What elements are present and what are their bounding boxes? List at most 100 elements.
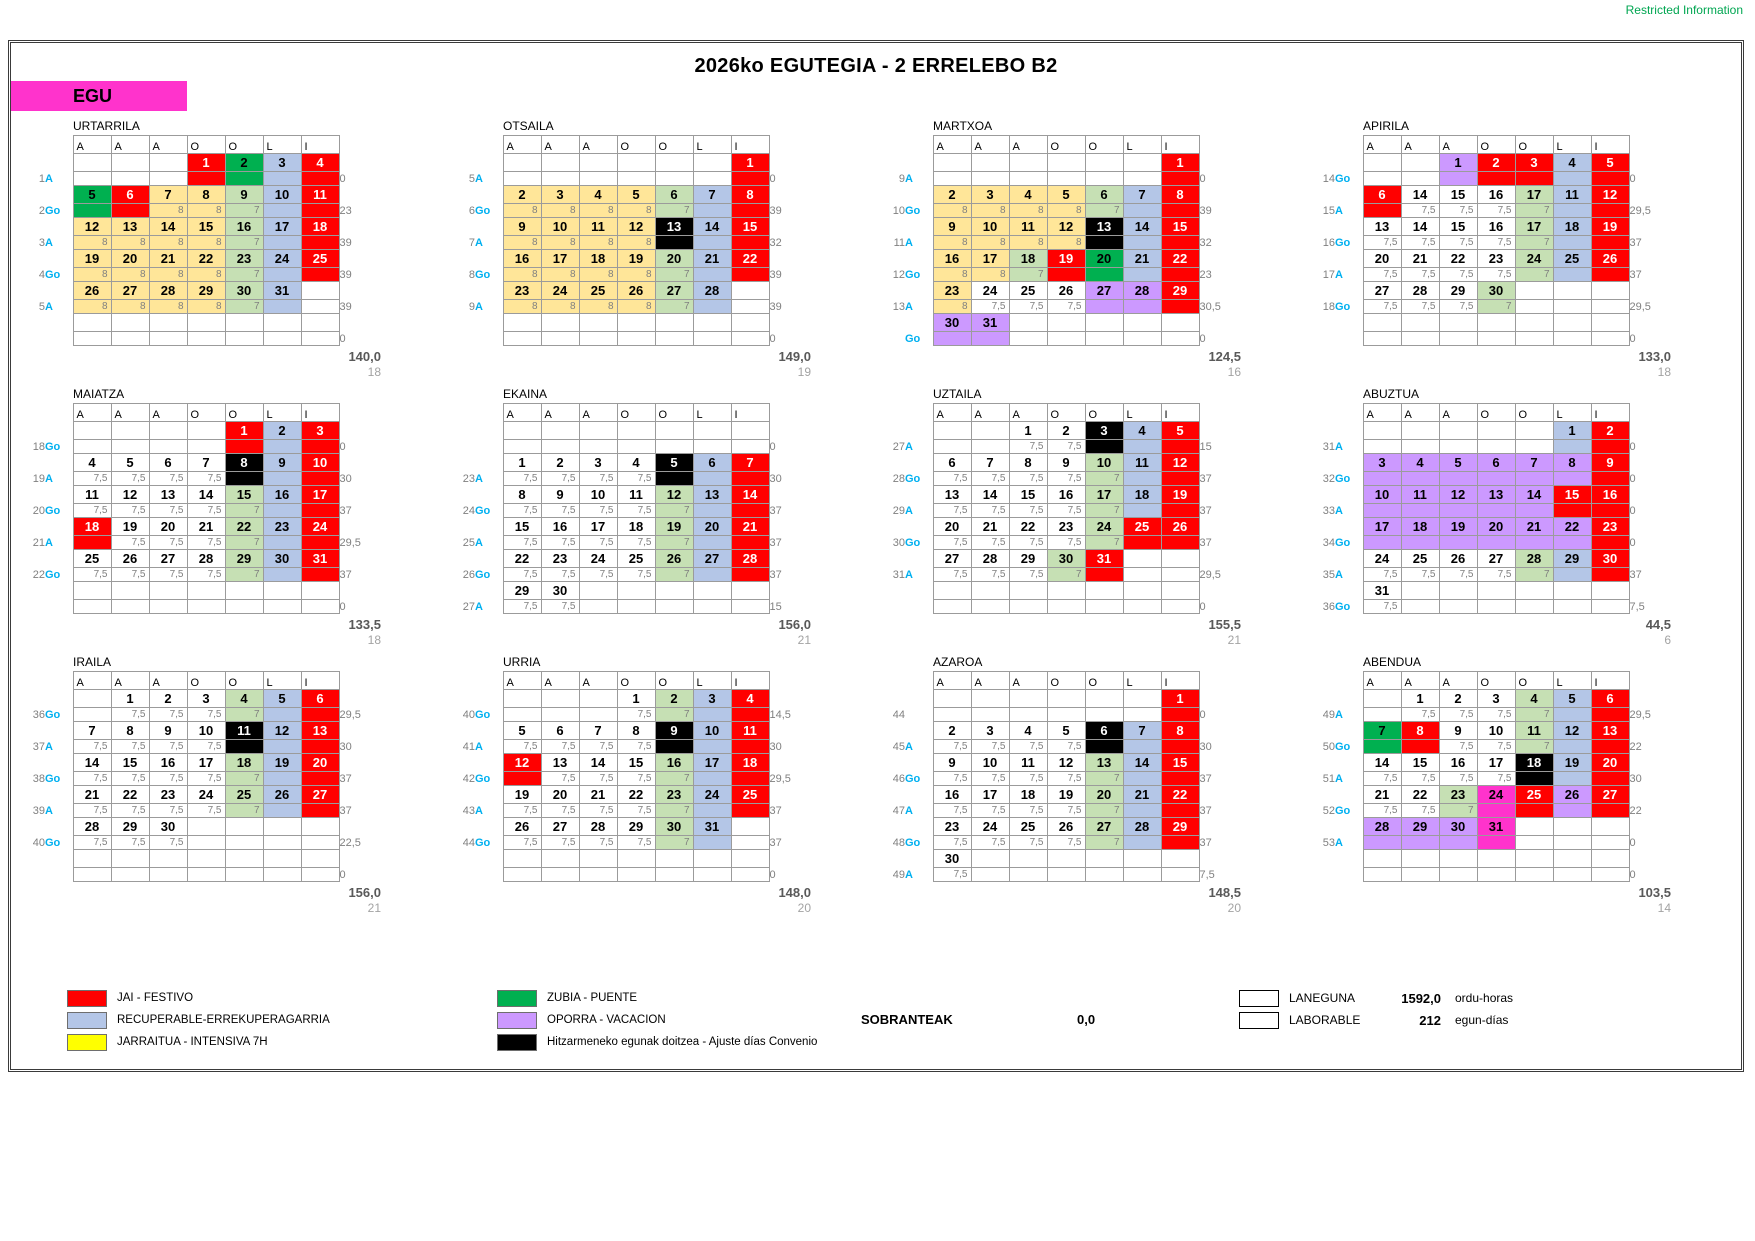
day-cell[interactable]: 6	[1590, 689, 1630, 708]
day-cell[interactable]: 27	[932, 549, 972, 568]
hours-cell[interactable]	[1552, 535, 1592, 550]
hours-cell[interactable]: 8	[110, 235, 150, 250]
day-cell[interactable]: 4	[1552, 153, 1592, 172]
hours-cell[interactable]	[1514, 803, 1554, 818]
hours-cell[interactable]	[186, 439, 226, 454]
day-cell[interactable]: 29	[1008, 549, 1048, 568]
day-cell[interactable]: 12	[262, 721, 302, 740]
day-cell[interactable]: 26	[654, 549, 694, 568]
day-cell[interactable]: 2	[540, 453, 580, 472]
hours-cell[interactable]	[262, 835, 302, 850]
hours-cell[interactable]	[730, 599, 770, 614]
day-cell[interactable]: 1	[502, 453, 542, 472]
hours-cell[interactable]	[1046, 599, 1086, 614]
hours-cell[interactable]	[262, 203, 302, 218]
day-cell[interactable]: 12	[110, 485, 150, 504]
day-cell[interactable]: 8	[224, 453, 264, 472]
day-cell[interactable]	[1400, 153, 1440, 172]
day-cell[interactable]: 31	[262, 281, 302, 300]
day-cell[interactable]: 28	[730, 549, 770, 568]
day-cell[interactable]: 23	[932, 817, 972, 836]
hours-cell[interactable]: 7,5	[970, 835, 1010, 850]
day-cell[interactable]: 20	[300, 753, 340, 772]
hours-cell[interactable]: 7	[654, 535, 694, 550]
day-cell[interactable]: 17	[1084, 485, 1124, 504]
day-cell[interactable]: 3	[300, 421, 340, 440]
day-cell[interactable]: 5	[72, 185, 112, 204]
day-cell[interactable]: 17	[970, 785, 1010, 804]
hours-cell[interactable]	[1008, 599, 1048, 614]
day-cell[interactable]	[148, 421, 188, 440]
day-cell[interactable]: 28	[148, 281, 188, 300]
hours-cell[interactable]	[730, 439, 770, 454]
hours-cell[interactable]	[1514, 299, 1554, 314]
day-cell[interactable]	[540, 421, 580, 440]
day-cell[interactable]: 6	[654, 185, 694, 204]
hours-cell[interactable]	[1552, 299, 1592, 314]
hours-cell[interactable]: 7,5	[1046, 439, 1086, 454]
day-cell[interactable]: 24	[1362, 549, 1402, 568]
hours-cell[interactable]	[300, 331, 340, 346]
hours-cell[interactable]: 8	[186, 267, 226, 282]
day-cell[interactable]: 23	[148, 785, 188, 804]
day-cell[interactable]: 20	[148, 517, 188, 536]
hours-cell[interactable]	[616, 171, 656, 186]
day-cell[interactable]: 21	[148, 249, 188, 268]
hours-cell[interactable]: 8	[1046, 203, 1086, 218]
hours-cell[interactable]	[578, 331, 618, 346]
day-cell[interactable]	[1552, 281, 1592, 300]
hours-cell[interactable]: 7	[654, 771, 694, 786]
hours-cell[interactable]: 7,5	[72, 835, 112, 850]
day-cell[interactable]	[224, 817, 264, 836]
day-cell[interactable]: 25	[578, 281, 618, 300]
hours-cell[interactable]: 7,5	[110, 707, 150, 722]
day-cell[interactable]	[502, 313, 542, 332]
day-cell[interactable]	[1160, 549, 1200, 568]
day-cell[interactable]	[1008, 689, 1048, 708]
day-cell[interactable]: 24	[970, 817, 1010, 836]
day-cell[interactable]: 25	[300, 249, 340, 268]
hours-cell[interactable]: 7	[1084, 771, 1124, 786]
hours-cell[interactable]	[616, 599, 656, 614]
day-cell[interactable]: 24	[1476, 785, 1516, 804]
day-cell[interactable]	[1514, 817, 1554, 836]
day-cell[interactable]	[1362, 849, 1402, 868]
day-cell[interactable]	[1362, 313, 1402, 332]
day-cell[interactable]: 27	[148, 549, 188, 568]
hours-cell[interactable]: 7,5	[540, 471, 580, 486]
day-cell[interactable]: 25	[1514, 785, 1554, 804]
hours-cell[interactable]	[616, 867, 656, 882]
day-cell[interactable]: 27	[1590, 785, 1630, 804]
hours-cell[interactable]: 7	[224, 299, 264, 314]
day-cell[interactable]	[932, 153, 972, 172]
day-cell[interactable]: 26	[1552, 785, 1592, 804]
day-cell[interactable]: 16	[932, 785, 972, 804]
day-cell[interactable]	[72, 421, 112, 440]
hours-cell[interactable]: 7,5	[72, 503, 112, 518]
hours-cell[interactable]	[1046, 267, 1086, 282]
hours-cell[interactable]	[262, 267, 302, 282]
day-cell[interactable]: 16	[1476, 217, 1516, 236]
day-cell[interactable]	[72, 581, 112, 600]
hours-cell[interactable]: 7	[654, 503, 694, 518]
hours-cell[interactable]	[540, 171, 580, 186]
hours-cell[interactable]	[262, 803, 302, 818]
day-cell[interactable]: 21	[578, 785, 618, 804]
day-cell[interactable]: 24	[578, 549, 618, 568]
day-cell[interactable]: 18	[1008, 249, 1048, 268]
day-cell[interactable]: 24	[186, 785, 226, 804]
day-cell[interactable]: 9	[1046, 453, 1086, 472]
hours-cell[interactable]: 8	[578, 203, 618, 218]
day-cell[interactable]: 1	[1008, 421, 1048, 440]
day-cell[interactable]: 7	[970, 453, 1010, 472]
hours-cell[interactable]	[730, 771, 770, 786]
day-cell[interactable]: 24	[970, 281, 1010, 300]
day-cell[interactable]: 12	[1552, 721, 1592, 740]
day-cell[interactable]: 10	[578, 485, 618, 504]
day-cell[interactable]: 15	[1552, 485, 1592, 504]
hours-cell[interactable]: 7,5	[1362, 599, 1402, 614]
hours-cell[interactable]	[1552, 439, 1592, 454]
day-cell[interactable]	[1514, 849, 1554, 868]
day-cell[interactable]: 13	[1362, 217, 1402, 236]
hours-cell[interactable]: 7,5	[1008, 471, 1048, 486]
